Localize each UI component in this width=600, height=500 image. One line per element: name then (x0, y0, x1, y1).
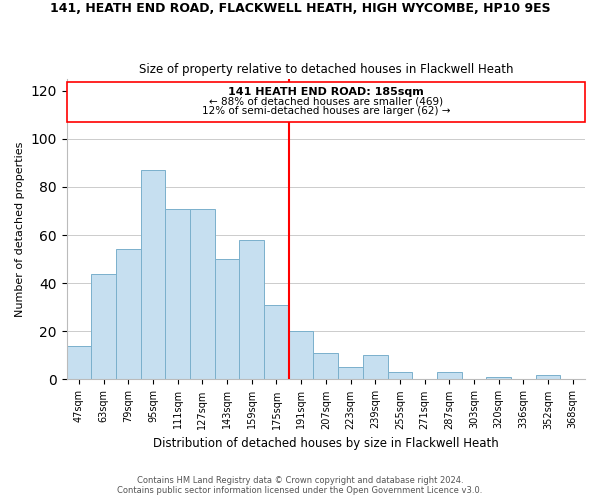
Bar (388, 372, 412, 380)
Y-axis label: Number of detached properties: Number of detached properties (15, 142, 25, 316)
Bar (437, 372, 461, 380)
Text: 12% of semi-detached houses are larger (62) →: 12% of semi-detached houses are larger (… (202, 106, 450, 116)
X-axis label: Distribution of detached houses by size in Flackwell Heath: Distribution of detached houses by size … (153, 437, 499, 450)
Bar (67, 346, 91, 380)
Bar (264, 305, 289, 380)
Bar (141, 170, 166, 380)
Bar (338, 368, 363, 380)
Bar (239, 240, 264, 380)
Bar (536, 374, 560, 380)
Text: 141, HEATH END ROAD, FLACKWELL HEATH, HIGH WYCOMBE, HP10 9ES: 141, HEATH END ROAD, FLACKWELL HEATH, HI… (50, 2, 550, 16)
Text: 141 HEATH END ROAD: 185sqm: 141 HEATH END ROAD: 185sqm (228, 87, 424, 97)
Bar (363, 356, 388, 380)
Bar (289, 332, 313, 380)
Bar (313, 353, 338, 380)
Bar (116, 250, 141, 380)
Title: Size of property relative to detached houses in Flackwell Heath: Size of property relative to detached ho… (139, 63, 513, 76)
Bar (91, 274, 116, 380)
Text: Contains HM Land Registry data © Crown copyright and database right 2024.
Contai: Contains HM Land Registry data © Crown c… (118, 476, 482, 495)
Bar (67, 82, 585, 122)
Text: ← 88% of detached houses are smaller (469): ← 88% of detached houses are smaller (46… (209, 96, 443, 106)
Bar (190, 208, 215, 380)
Bar (215, 259, 239, 380)
Bar (486, 377, 511, 380)
Bar (166, 208, 190, 380)
